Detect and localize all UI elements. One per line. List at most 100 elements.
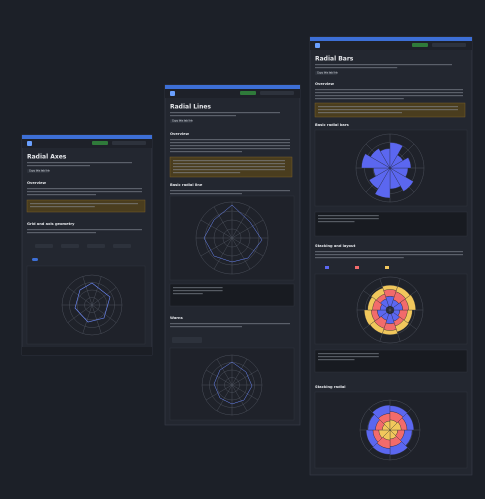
- window: Radial Bars Copy this tab link Overview Bas…: [309, 36, 473, 476]
- text-line: [173, 287, 223, 289]
- input[interactable]: [113, 244, 131, 248]
- text-line: [170, 323, 290, 325]
- polar-bar: [389, 157, 412, 169]
- text-line: [170, 190, 290, 192]
- section-heading: Overview: [27, 181, 47, 185]
- text-line: [318, 221, 355, 223]
- section-heading: Overview: [170, 132, 190, 136]
- window: Radial Axes Copy this tab link Overview Gri…: [21, 134, 153, 356]
- text-line: [170, 115, 236, 117]
- code-block: [169, 283, 295, 307]
- grid-spoke: [82, 304, 93, 334]
- text-line: [170, 145, 290, 147]
- section-heading: Overview: [315, 82, 335, 86]
- text-line: [27, 162, 132, 164]
- text-line: [318, 359, 355, 361]
- text-line: [315, 98, 404, 100]
- top-nav: [22, 139, 152, 148]
- text-line: [318, 356, 379, 358]
- link-button[interactable]: [315, 71, 337, 75]
- text-line: [173, 160, 285, 162]
- search[interactable]: [112, 141, 146, 145]
- text-line: [315, 89, 463, 91]
- grid-spoke: [205, 369, 233, 386]
- input[interactable]: [61, 244, 79, 248]
- title-bar: [310, 37, 472, 41]
- search[interactable]: [432, 43, 466, 47]
- text-line: [30, 203, 138, 205]
- title-bar: [165, 85, 300, 89]
- text-line: [318, 106, 458, 108]
- legend-swatch: [325, 266, 329, 269]
- grid-spoke: [82, 276, 93, 306]
- grid-spoke: [91, 276, 102, 306]
- link-button-label: Copy this tab link: [29, 170, 50, 173]
- polar-bar-segment: [401, 412, 414, 431]
- grid-spoke: [67, 287, 93, 306]
- radial-line: [74, 282, 111, 323]
- text-line: [315, 251, 463, 253]
- text-line: [170, 326, 242, 328]
- text-line: [318, 109, 458, 111]
- grid-spoke: [91, 304, 117, 323]
- text-line: [27, 191, 142, 193]
- toggle[interactable]: [32, 258, 38, 261]
- grid-spoke: [200, 237, 233, 257]
- section-heading: Basic radial line: [170, 183, 203, 187]
- link-button[interactable]: [27, 169, 49, 173]
- text-line: [170, 193, 242, 195]
- grid-spoke: [231, 369, 259, 386]
- code-block: [314, 349, 468, 373]
- select[interactable]: [172, 337, 202, 343]
- text-line: [315, 64, 452, 66]
- top-nav: [310, 41, 472, 50]
- text-line: [173, 290, 223, 292]
- text-line: [27, 232, 96, 234]
- grid-spoke: [231, 384, 248, 412]
- grid-spoke: [231, 219, 264, 239]
- text-line: [27, 229, 142, 231]
- section-heading: Warns: [170, 316, 183, 320]
- logo: [27, 141, 32, 146]
- grid-spoke: [231, 237, 264, 257]
- badge: [412, 43, 428, 47]
- text-line: [315, 254, 463, 256]
- text-line: [170, 142, 290, 144]
- text-line: [173, 169, 285, 171]
- polar-bar-segment: [383, 322, 397, 331]
- section-heading: Basic radial bars: [315, 123, 349, 127]
- text-line: [30, 206, 95, 208]
- search[interactable]: [260, 91, 294, 95]
- text-line: [318, 112, 402, 114]
- text-line: [315, 95, 463, 97]
- text-line: [27, 194, 96, 196]
- badge: [92, 141, 108, 145]
- text-line: [318, 218, 379, 220]
- text-line: [170, 139, 290, 141]
- text-line: [27, 165, 90, 167]
- text-line: [315, 257, 404, 259]
- text-line: [318, 353, 379, 355]
- polar-bar-segment: [404, 294, 416, 311]
- window: Radial Lines Copy this tab link Overview Ba…: [164, 84, 301, 426]
- grid-spoke: [231, 206, 251, 239]
- grid-spoke: [213, 206, 233, 239]
- grid-spoke: [231, 384, 259, 401]
- input[interactable]: [87, 244, 105, 248]
- grid-spoke: [200, 219, 233, 239]
- text-line: [173, 163, 285, 165]
- grid-spoke: [91, 304, 102, 334]
- section-heading: Stacking radial: [315, 385, 346, 389]
- text-line: [318, 215, 379, 217]
- text-line: [315, 92, 463, 94]
- top-nav: [165, 89, 300, 98]
- link-button-label: Copy this tab link: [317, 72, 338, 75]
- text-line: [315, 67, 398, 69]
- legend-swatch: [355, 266, 359, 269]
- link-button[interactable]: [170, 119, 192, 123]
- logo: [170, 91, 175, 96]
- text-line: [170, 151, 242, 153]
- input[interactable]: [35, 244, 53, 248]
- grid-spoke: [216, 358, 233, 386]
